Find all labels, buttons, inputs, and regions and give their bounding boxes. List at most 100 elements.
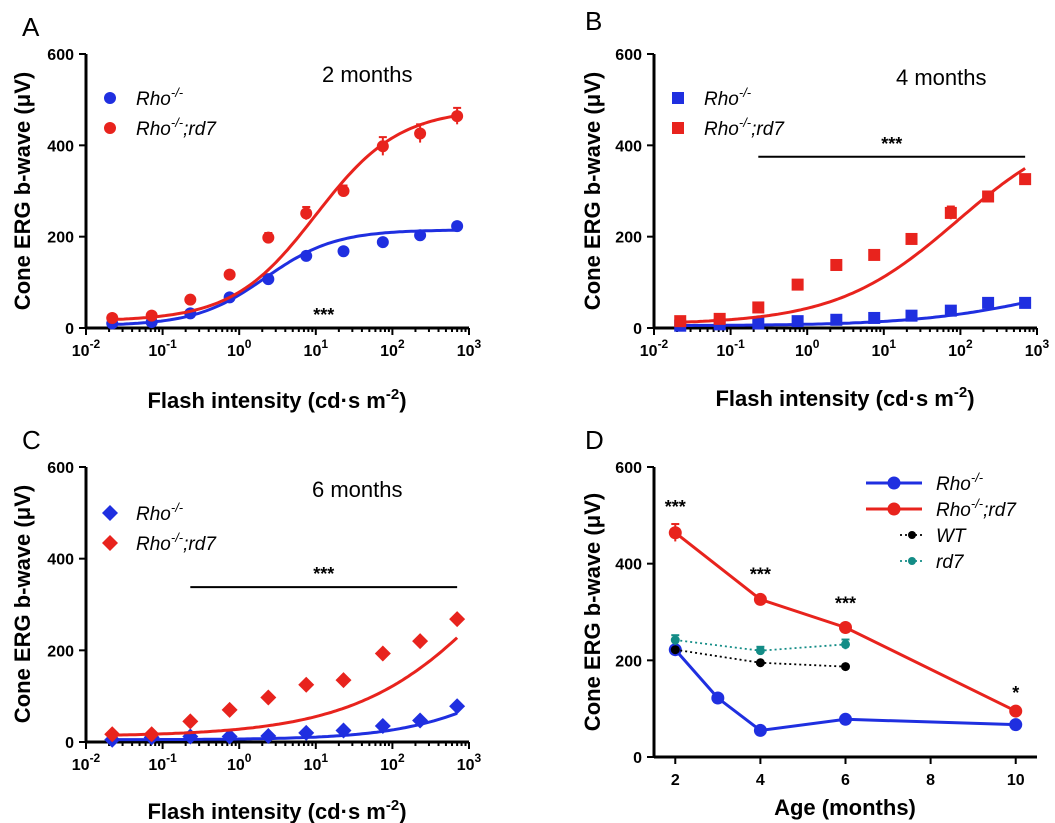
y-tick-label: 400 — [47, 138, 74, 155]
x-axis-title: Flash intensity (cd·s m-2) — [147, 386, 406, 413]
data-point — [841, 662, 850, 672]
data-point — [104, 726, 121, 743]
data-point — [753, 723, 767, 737]
x-tick-label: 100 — [227, 337, 252, 360]
data-point — [670, 635, 680, 645]
age-annotation: 2 months — [322, 62, 413, 87]
significance-label: *** — [665, 497, 686, 517]
fit-curve — [112, 228, 458, 326]
x-tick-label: 100 — [227, 751, 252, 774]
x-tick-label: 102 — [380, 751, 405, 774]
y-axis-title: Cone ERG b-wave (μV) — [580, 72, 605, 310]
series-1 — [104, 611, 466, 743]
data-point — [982, 190, 995, 203]
y-tick-label: 600 — [615, 47, 642, 64]
series-2 — [670, 645, 850, 672]
data-point — [223, 268, 236, 281]
legend-label: Rho-/-;rd7 — [704, 115, 785, 140]
y-axis-title: Cone ERG b-wave (μV) — [10, 485, 35, 723]
data-point — [449, 698, 466, 715]
legend-marker — [104, 122, 116, 134]
data-point — [337, 245, 350, 258]
series-1 — [668, 523, 1023, 718]
data-point — [713, 312, 726, 325]
data-point — [1019, 173, 1032, 186]
significance-label: *** — [750, 565, 771, 585]
legend-marker — [908, 557, 916, 565]
x-tick-label: 10-1 — [716, 337, 745, 360]
legend: Rho-/-Rho-/-;rd7 WT rd7 — [866, 470, 1017, 573]
x-tick-label: 101 — [304, 751, 329, 774]
y-tick-label: 0 — [633, 321, 642, 338]
x-tick-label: 10 — [1007, 772, 1025, 789]
y-tick-label: 400 — [615, 557, 642, 574]
panel-letter: C — [22, 425, 41, 455]
significance-label: *** — [313, 305, 334, 325]
age-annotation: 4 months — [896, 65, 987, 90]
significance-label: *** — [835, 594, 856, 614]
data-point — [791, 315, 804, 328]
x-tick-label: 2 — [671, 772, 680, 789]
data-point — [414, 229, 427, 242]
data-point — [221, 728, 238, 745]
legend-label: Rho-/- — [936, 470, 984, 495]
data-point — [106, 311, 119, 324]
y-axis-title: Cone ERG b-wave (μV) — [10, 72, 35, 310]
data-point — [830, 313, 843, 326]
legend-marker — [672, 122, 684, 134]
data-point — [300, 249, 313, 262]
y-axis-title: Cone ERG b-wave (μV) — [580, 493, 605, 731]
y-tick-label: 0 — [633, 750, 642, 767]
fit-curve — [112, 114, 458, 322]
x-tick-label: 8 — [926, 772, 935, 789]
x-tick-label: 101 — [872, 337, 897, 360]
panel-b: B 0 200 400 600 10-2 10-1 100 101 102 103 Cone ERG … — [580, 6, 1050, 411]
data-point — [839, 620, 852, 634]
data-point — [670, 645, 680, 655]
data-point — [868, 248, 881, 261]
data-point — [841, 639, 850, 649]
data-point — [451, 110, 464, 123]
y-tick-label: 600 — [47, 460, 74, 477]
data-point — [412, 712, 429, 729]
y-tick-label: 200 — [47, 230, 74, 247]
y-tick-label: 0 — [65, 735, 74, 752]
fit-curve — [680, 301, 1026, 327]
data-point — [143, 726, 160, 743]
age-annotation: 6 months — [312, 477, 403, 502]
legend: Rho-/- Rho-/-;rd7 — [102, 500, 217, 555]
data-point — [839, 712, 852, 726]
legend-label: Rho-/-;rd7 — [936, 496, 1017, 521]
data-point — [260, 728, 277, 745]
fit-curve — [112, 636, 459, 737]
data-point — [376, 236, 389, 249]
series-0 — [104, 698, 466, 748]
x-tick-label: 4 — [756, 772, 765, 789]
y-tick-label: 600 — [615, 460, 642, 477]
panel-letter: A — [22, 12, 40, 42]
y-tick-label: 0 — [65, 321, 74, 338]
data-point — [944, 304, 957, 317]
panel-c: C 0 200 400 600 10-2 10-1 100 101 102 103 Cone ERG … — [10, 425, 482, 823]
y-tick-label: 200 — [47, 643, 74, 660]
data-point — [755, 646, 765, 656]
data-point — [145, 309, 158, 322]
data-point — [335, 672, 352, 689]
data-point — [1009, 718, 1023, 732]
data-point — [944, 206, 957, 219]
x-axis-title: Age (months) — [774, 795, 916, 820]
legend-marker — [102, 535, 118, 551]
data-point — [1009, 704, 1023, 718]
data-point — [374, 645, 391, 662]
legend: Rho-/- Rho-/-;rd7 — [672, 85, 785, 140]
data-point — [414, 127, 427, 140]
panel-a: A 0 200 400 600 10-2 10-1 100 101 102 103 Cone ERG … — [10, 12, 482, 413]
y-tick-label: 600 — [47, 47, 74, 64]
series-1 — [106, 106, 464, 324]
data-point — [752, 317, 765, 330]
data-point — [753, 592, 767, 606]
data-point — [668, 526, 682, 540]
data-point — [752, 301, 765, 314]
legend-marker — [887, 476, 901, 490]
